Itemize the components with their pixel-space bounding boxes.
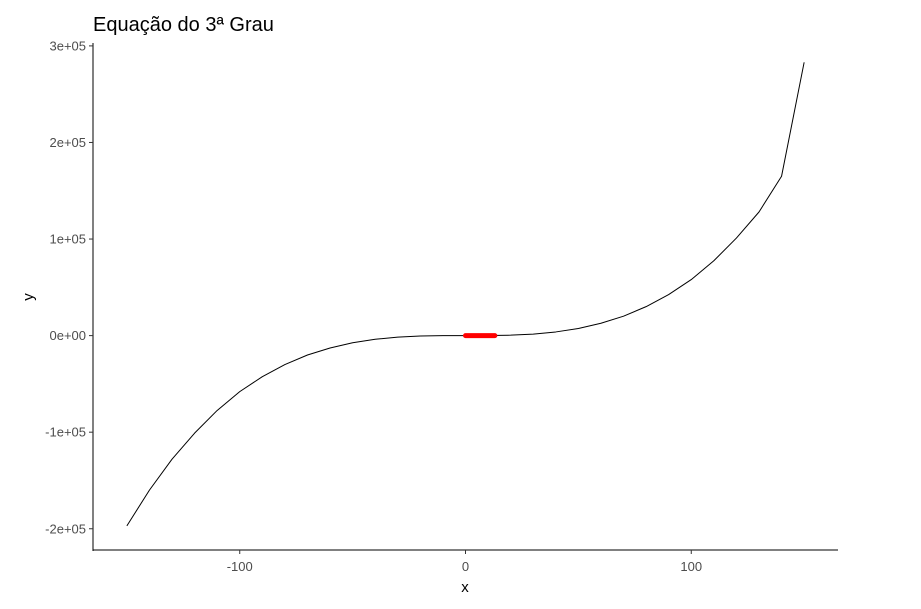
series-layer bbox=[126, 62, 805, 527]
y-tick-label: 3e+05 bbox=[49, 38, 86, 53]
y-tick-label: 1e+05 bbox=[49, 232, 86, 247]
y-tick-label: 0e+00 bbox=[49, 328, 86, 343]
x-axis-title: x bbox=[461, 579, 469, 596]
cubic-curve-line bbox=[126, 62, 805, 527]
x-tick-label: 0 bbox=[462, 559, 469, 574]
x-ticks: -100 0 100 bbox=[227, 550, 702, 574]
x-tick-label: 100 bbox=[680, 559, 702, 574]
x-tick-label: -100 bbox=[227, 559, 253, 574]
y-ticks: -2e+05 -1e+05 0e+00 1e+05 2e+05 3e+05 bbox=[45, 38, 93, 536]
y-tick-label: -2e+05 bbox=[45, 521, 86, 536]
chart-title: Equação do 3ª Grau bbox=[93, 14, 274, 36]
plot-area bbox=[126, 62, 805, 527]
y-tick-label: -1e+05 bbox=[45, 425, 86, 440]
y-tick-label: 2e+05 bbox=[49, 135, 86, 150]
y-axis-title: y bbox=[20, 293, 37, 301]
